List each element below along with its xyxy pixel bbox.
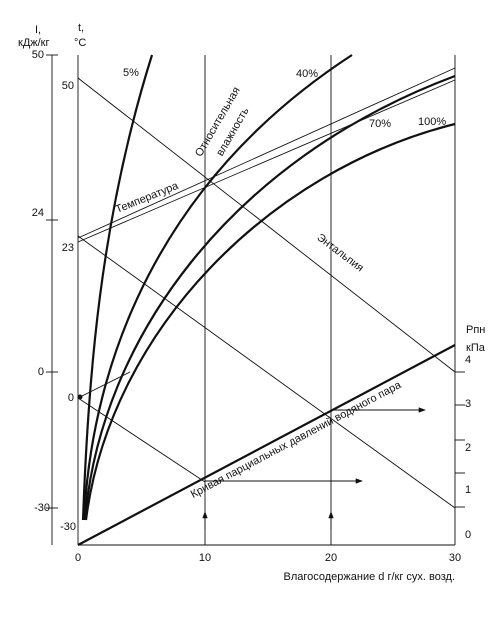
frame-lines [46,54,465,546]
i-tick: 24 [32,207,44,219]
d-tick: 10 [199,552,211,564]
t-tick: 50 [62,80,74,92]
annotation: Кривая парциальных давлений водяного пар… [189,379,404,501]
pressure-curve [77,344,456,546]
i-label: I, [35,24,41,36]
p-tick: 2 [465,442,471,454]
p-tick: 3 [465,398,471,410]
p-unit: кПа [466,342,486,354]
humidity-label: 70% [369,118,391,130]
i-tick: 0 [38,366,44,378]
p-label: Рпн [466,324,485,336]
d-tick: 0 [75,552,81,564]
t-tick: -30 [60,521,76,533]
t-label: t, [78,22,84,34]
d-tick: 20 [325,552,337,564]
t-tick: 23 [62,242,74,254]
i-tick: 50 [32,49,44,61]
humidity-curves [81,54,456,521]
t-unit: °C [74,37,86,49]
p-tick: 4 [465,354,471,366]
humidity-label: 5% [123,67,139,79]
t-tick: 0 [68,392,74,404]
point [77,394,83,400]
d-tick: 30 [449,552,461,564]
i-unit: кДж/кг [18,37,50,49]
humidity-label: 100% [418,116,446,128]
p-tick: 1 [465,484,471,496]
arrows [202,407,426,530]
humidity-label: 40% [296,68,318,80]
annotation: Температура [114,180,181,216]
i-tick: -30 [34,502,50,514]
p-tick: 0 [465,529,471,541]
d-label: Влагосодержание d г/кг сух. возд. [283,571,455,583]
